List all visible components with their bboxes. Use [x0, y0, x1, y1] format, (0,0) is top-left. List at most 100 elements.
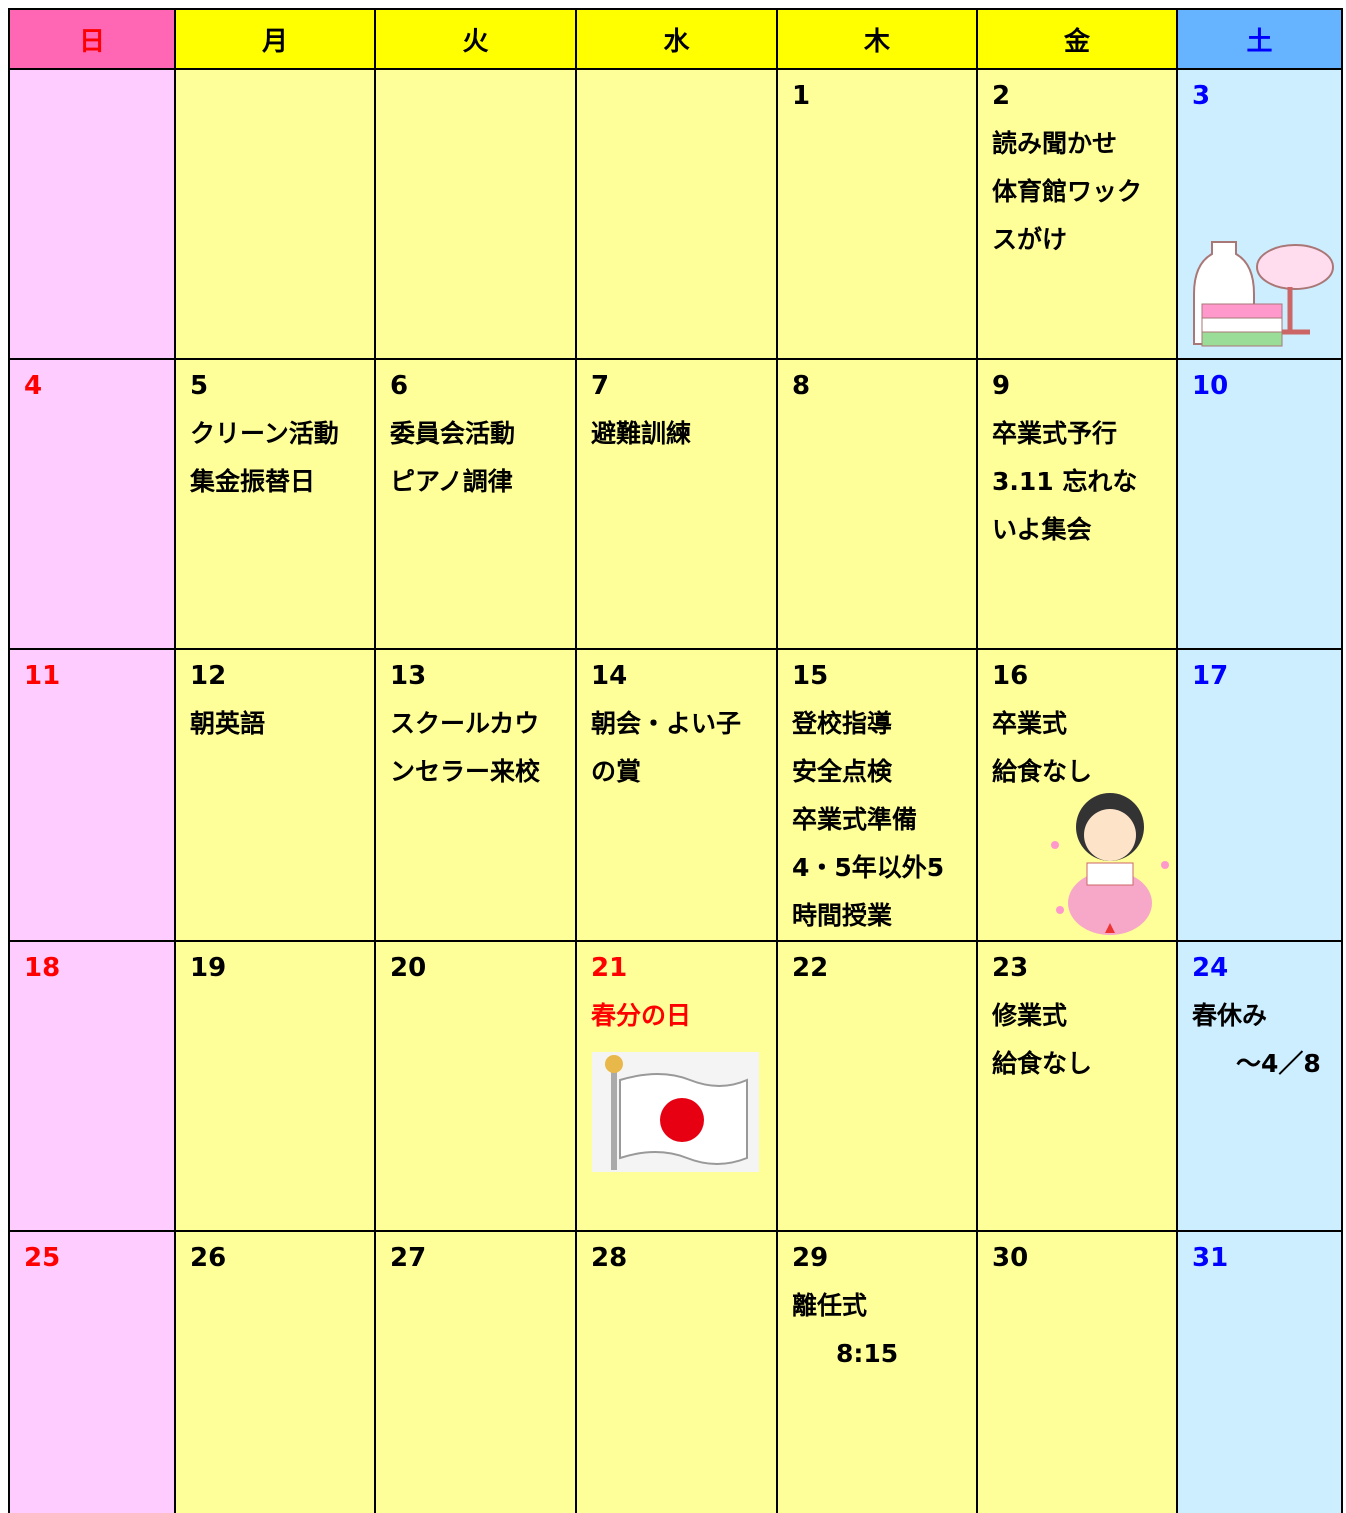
- date-number: 16: [992, 661, 1029, 691]
- day-cell: 6 委員会活動ピアノ調律: [374, 358, 577, 650]
- day-cell: 10: [1176, 358, 1343, 650]
- date-number: 31: [1192, 1243, 1229, 1273]
- day-cell: [374, 68, 577, 360]
- day-cell: [8, 68, 176, 360]
- day-header: 水: [575, 8, 778, 70]
- day-cell: 7 避難訓練: [575, 358, 778, 650]
- day-cell: 15 登校指導 安全点検 卒業式準備 4・5年以外5 時間授業: [776, 648, 978, 942]
- date-number: 4: [24, 371, 43, 401]
- event-text: 春分の日: [591, 1001, 692, 1030]
- day-cell: 30: [976, 1230, 1178, 1513]
- event-text: 安全点検: [792, 757, 893, 786]
- graduation-girl: [1051, 793, 1169, 935]
- calendar-body: 1 2 読み聞かせ 体育館ワック スがけ 3 4 5 クリーン活動 集金振替日 6 委員会活動ピアノ調…: [8, 68, 1343, 1513]
- date-number: 18: [24, 953, 61, 983]
- event-text: 朝会・よい子: [591, 709, 742, 738]
- event-text: 給食なし: [992, 757, 1093, 786]
- event-text: いよ集会: [992, 515, 1092, 544]
- event-text: 3.11 忘れな: [992, 467, 1138, 496]
- date-number: 10: [1192, 371, 1229, 401]
- date-number: 24: [1192, 953, 1229, 983]
- calendar: 日月火水木金土 1 2 読み聞かせ 体育館ワック スがけ 3 4 5 クリーン活動 集金振替日 6 委…: [8, 8, 1343, 1513]
- week-row: 11 12 朝英語 13 スクールカウ ンセラー来校 14 朝会・よい子 の賞 15 登校指導 安全点…: [8, 648, 1343, 942]
- date-number: 23: [992, 953, 1029, 983]
- date-number: 15: [792, 661, 829, 691]
- header-row: 日月火水木金土: [8, 8, 1343, 70]
- date-number: 29: [792, 1243, 829, 1273]
- day-cell: [174, 68, 376, 360]
- day-cell: 18: [8, 940, 176, 1232]
- date-number: 22: [792, 953, 829, 983]
- event-text: 春休み: [1192, 1001, 1268, 1030]
- japan-flag: [592, 1052, 759, 1172]
- hina-decoration: [1193, 241, 1334, 347]
- day-header: 日: [8, 8, 176, 70]
- day-cell: 27: [374, 1230, 577, 1513]
- date-number: 17: [1192, 661, 1229, 691]
- event-text: 離任式: [792, 1291, 868, 1320]
- day-cell: 5 クリーン活動 集金振替日: [174, 358, 376, 650]
- day-header: 金: [976, 8, 1178, 70]
- day-cell: 1: [776, 68, 978, 360]
- event-text: 避難訓練: [591, 419, 692, 448]
- day-cell: 31: [1176, 1230, 1343, 1513]
- date-number: 6: [390, 371, 409, 401]
- date-number: 9: [992, 371, 1011, 401]
- event-text: ピアノ調律: [390, 467, 513, 496]
- event-text: 4・5年以外5: [792, 853, 945, 882]
- date-number: 3: [1192, 81, 1211, 111]
- week-row: 1 2 読み聞かせ 体育館ワック スがけ 3: [8, 68, 1343, 360]
- day-cell: 11: [8, 648, 176, 942]
- day-cell: 13 スクールカウ ンセラー来校: [374, 648, 577, 942]
- day-cell: 26: [174, 1230, 376, 1513]
- day-cell: 24 春休み ～4／8: [1176, 940, 1343, 1232]
- event-text: の賞: [591, 757, 642, 786]
- event-text: ～4／8: [1236, 1049, 1321, 1078]
- date-number: 14: [591, 661, 628, 691]
- day-cell: 14 朝会・よい子 の賞: [575, 648, 778, 942]
- day-cell: 28: [575, 1230, 778, 1513]
- event-text: 卒業式予行: [992, 419, 1118, 448]
- event-text: 卒業式準備: [792, 805, 918, 834]
- event-text: 修業式: [992, 1001, 1068, 1030]
- day-header: 月: [174, 8, 376, 70]
- day-cell: 25: [8, 1230, 176, 1513]
- day-cell: 19: [174, 940, 376, 1232]
- week-row: 18 19 20 21 春分の日 22 23 修業式 給食なし 24 春休み ～4／8: [8, 940, 1343, 1232]
- event-text: スがけ: [992, 225, 1068, 254]
- day-cell: 2 読み聞かせ 体育館ワック スがけ: [976, 68, 1178, 360]
- day-cell: 8: [776, 358, 978, 650]
- event-text: 委員会活動: [390, 419, 516, 448]
- event-text: 朝英語: [190, 709, 266, 738]
- date-number: 2: [992, 81, 1011, 111]
- event-text: スクールカウ: [390, 709, 540, 738]
- date-number: 11: [24, 661, 61, 691]
- event-text: 卒業式: [992, 709, 1068, 738]
- event-text: 時間授業: [792, 901, 893, 930]
- event-text: 8:15: [836, 1339, 899, 1368]
- day-cell: 29 離任式 8:15: [776, 1230, 978, 1513]
- event-text: 体育館ワック: [992, 177, 1143, 206]
- date-number: 19: [190, 953, 227, 983]
- date-number: 28: [591, 1243, 628, 1273]
- date-number: 26: [190, 1243, 227, 1273]
- event-text: ンセラー来校: [390, 757, 541, 786]
- date-number: 27: [390, 1243, 427, 1273]
- date-number: 25: [24, 1243, 61, 1273]
- date-number: 30: [992, 1243, 1029, 1273]
- date-number: 20: [390, 953, 427, 983]
- week-row: 4 5 クリーン活動 集金振替日 6 委員会活動ピアノ調律 7 避難訓練 8 9 卒業式予行 3.11…: [8, 358, 1343, 650]
- day-header: 木: [776, 8, 978, 70]
- date-number: 12: [190, 661, 227, 691]
- date-number: 7: [591, 371, 610, 401]
- day-header: 火: [374, 8, 577, 70]
- date-number: 1: [792, 81, 811, 111]
- day-cell: [575, 68, 778, 360]
- day-cell: 22: [776, 940, 978, 1232]
- day-cell: 16 卒業式給食なし: [976, 648, 1178, 942]
- date-number: 21: [591, 953, 628, 983]
- day-cell: 20: [374, 940, 577, 1232]
- day-cell: 4: [8, 358, 176, 650]
- date-number: 5: [190, 371, 209, 401]
- day-cell: 23 修業式 給食なし: [976, 940, 1178, 1232]
